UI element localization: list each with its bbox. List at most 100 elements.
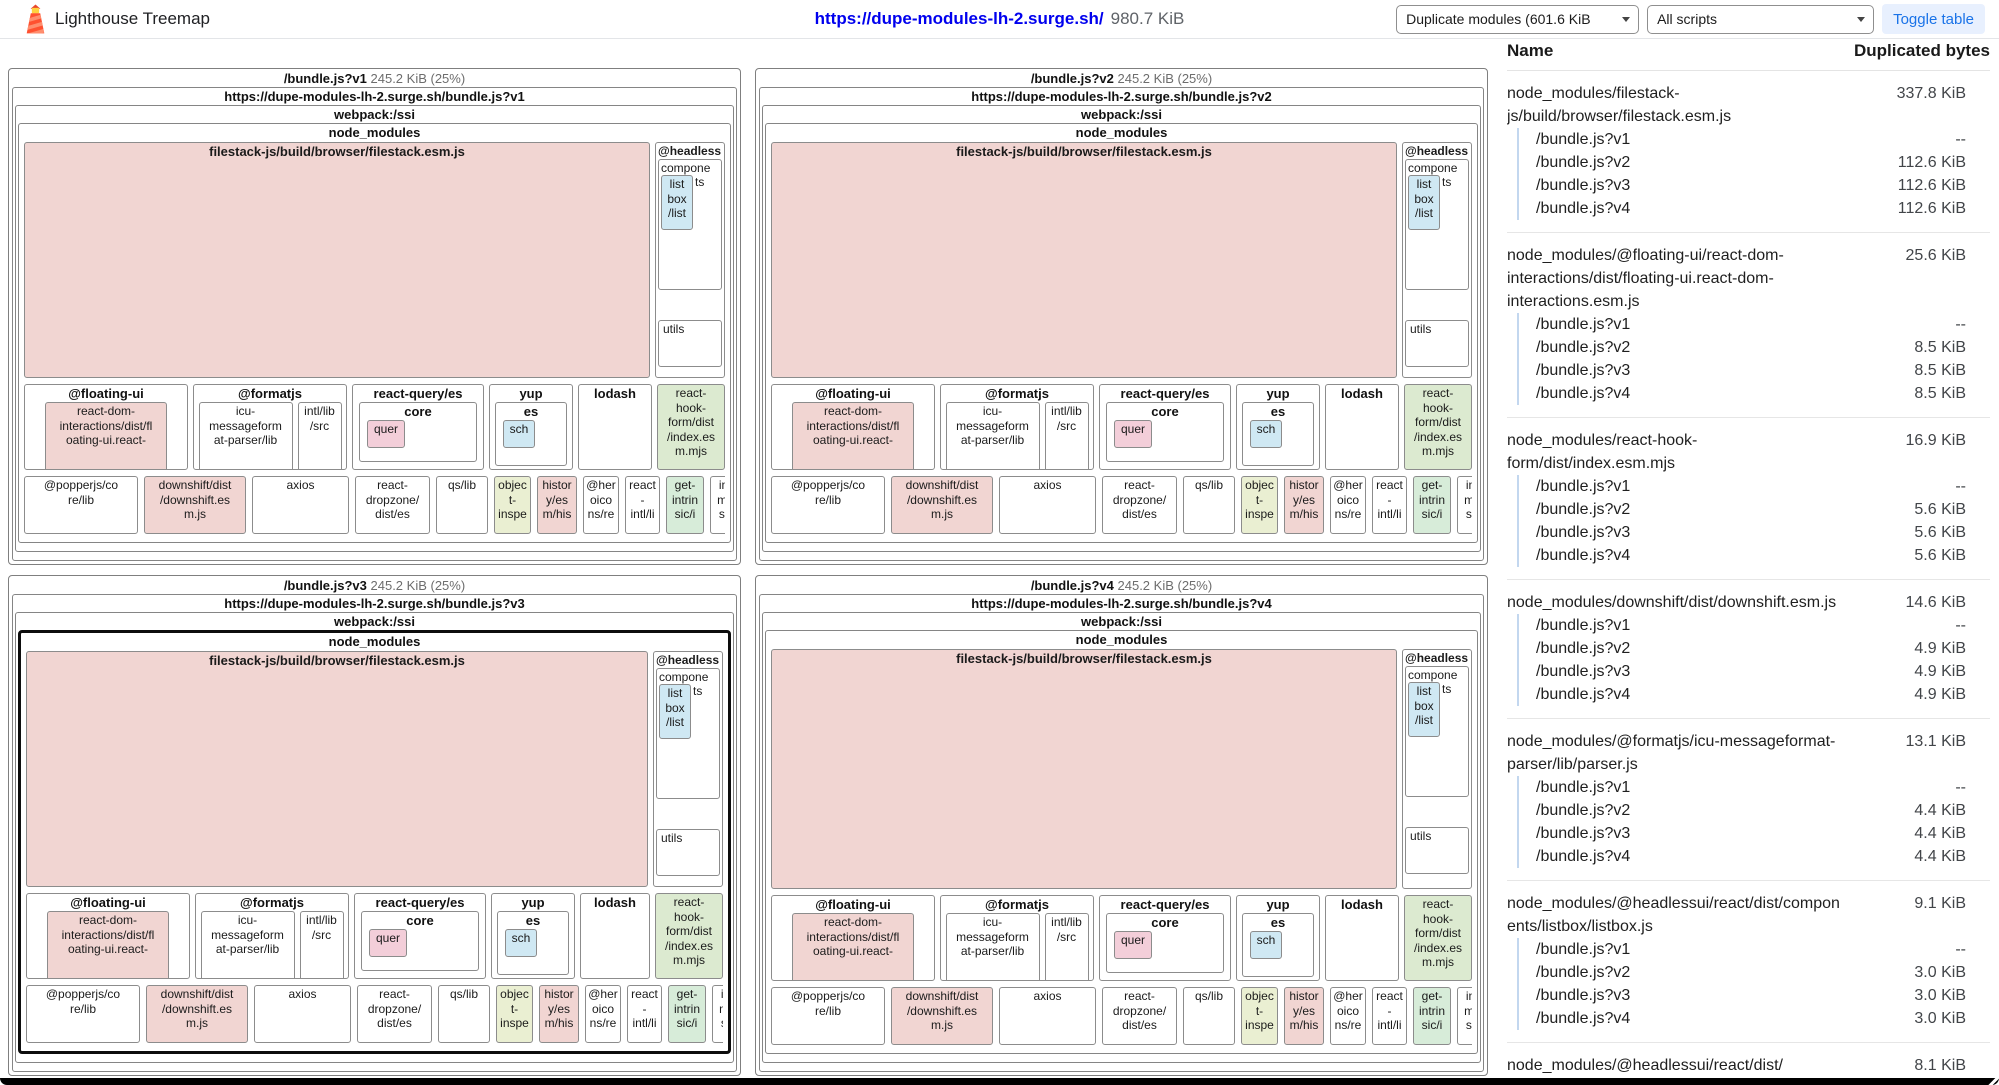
treemap-module-qs[interactable]: qs/lib	[1183, 987, 1235, 1045]
treemap-node-utils[interactable]: utils	[1405, 320, 1469, 367]
treemap-module-qs[interactable]: qs/lib	[436, 476, 488, 534]
treemap-module-axios[interactable]: axios	[254, 985, 351, 1043]
treemap-module-react-dropzone[interactable]: react- dropzone/ dist/es	[355, 476, 430, 534]
treemap-node-yup-es[interactable]: es sch	[495, 402, 567, 466]
treemap-module-react-hook-form[interactable]: react- hook- form/dist /index.es m.mjs	[1404, 895, 1472, 981]
treemap-node-url[interactable]: https://dupe-modules-lh-2.surge.sh/bundl…	[12, 594, 737, 1072]
treemap-module-listbox[interactable]: list box /list	[1408, 682, 1440, 737]
treemap-module-get-intrinsic[interactable]: get- intrin sic/i	[1413, 476, 1451, 534]
script-filter-select[interactable]: All scripts	[1647, 4, 1875, 34]
treemap-module-headlessui[interactable]: @headless compone list box /list ts utils	[655, 142, 725, 378]
view-mode-select[interactable]: Duplicate modules (601.6 KiB	[1396, 4, 1640, 34]
treemap-module-quer[interactable]: quer	[367, 420, 405, 448]
treemap-module-formatjs-intl[interactable]: intl/lib /src	[1044, 402, 1089, 469]
treemap-module-sch[interactable]: sch	[505, 929, 537, 957]
treemap-module-get-intrinsic[interactable]: get- intrin sic/i	[1413, 987, 1451, 1045]
treemap-module-lodash[interactable]: lodash	[580, 893, 650, 979]
treemap-module-intl-messageformat[interactable]: intl- mes sag	[1457, 476, 1472, 534]
treemap-module-axios[interactable]: axios	[999, 987, 1096, 1045]
treemap-module-history[interactable]: histor y/es m/his	[537, 476, 577, 534]
treemap-module-listbox[interactable]: list box /list	[1408, 175, 1440, 230]
treemap-module-filestack[interactable]: filestack-js/build/browser/filestack.esm…	[771, 649, 1397, 889]
treemap-module-quer[interactable]: quer	[1114, 420, 1152, 448]
treemap-module-heroicons[interactable]: @her oico ns/re	[1330, 987, 1366, 1045]
treemap-module-react-query[interactable]: react-query/es core quer	[352, 384, 484, 470]
treemap-module-object-inspect[interactable]: objec t- inspe	[1241, 987, 1278, 1045]
treemap-module-get-intrinsic[interactable]: get- intrin sic/i	[668, 985, 706, 1043]
treemap-module-react-intl[interactable]: react - intl/li	[1372, 987, 1407, 1045]
treemap-module-react-hook-form[interactable]: react- hook- form/dist /index.es m.mjs	[657, 384, 725, 470]
treemap-module-listbox[interactable]: list box /list	[659, 684, 691, 739]
treemap-node-components[interactable]: compone list box /list ts	[1405, 159, 1469, 290]
treemap-module-formatjs-intl[interactable]: intl/lib /src	[297, 402, 342, 469]
treemap-node-webpack[interactable]: webpack:/ssi node_modules filestack-js/bui…	[15, 105, 734, 552]
treemap-node-utils[interactable]: utils	[656, 829, 720, 876]
treemap-module-heroicons[interactable]: @her oico ns/re	[1330, 476, 1366, 534]
treemap-module-intl-messageformat[interactable]: intl- mes sag	[1457, 987, 1472, 1045]
treemap-node-query-core[interactable]: core quer	[1106, 913, 1224, 973]
treemap-node-url[interactable]: https://dupe-modules-lh-2.surge.sh/bundl…	[12, 87, 737, 561]
treemap-module-get-intrinsic[interactable]: get- intrin sic/i	[666, 476, 704, 534]
treemap-module-yup[interactable]: yup es sch	[1236, 384, 1320, 470]
treemap-node-query-core[interactable]: core quer	[361, 911, 479, 971]
treemap-node-node-modules[interactable]: node_modules filestack-js/build/browser/f…	[765, 123, 1478, 543]
treemap-module-qs[interactable]: qs/lib	[438, 985, 490, 1043]
treemap-module-listbox[interactable]: list box /list	[661, 175, 693, 230]
treemap-module-formatjs[interactable]: @formatjs icu- messageform at-parser/lib i…	[940, 895, 1094, 981]
treemap-module-popperjs[interactable]: @popperjs/co re/lib	[24, 476, 138, 534]
treemap-module-object-inspect[interactable]: objec t- inspe	[494, 476, 531, 534]
treemap-module-react-intl[interactable]: react - intl/li	[627, 985, 662, 1043]
treemap-module-quer[interactable]: quer	[369, 929, 407, 957]
treemap-module-yup[interactable]: yup es sch	[491, 893, 575, 979]
treemap-module-react-dom-interactions[interactable]: react-dom- interactions/dist/fl oating-u…	[792, 402, 914, 469]
treemap-module-lodash[interactable]: lodash	[1325, 895, 1399, 981]
treemap-module-filestack[interactable]: filestack-js/build/browser/filestack.esm…	[26, 651, 648, 887]
treemap-module-icu-messageformat-parser[interactable]: icu- messageform at-parser/lib	[200, 911, 295, 978]
treemap-module-react-dom-interactions[interactable]: react-dom- interactions/dist/fl oating-u…	[47, 911, 169, 978]
treemap-module-floating-ui[interactable]: @floating-ui react-dom- interactions/dist…	[771, 895, 935, 981]
treemap-module-formatjs[interactable]: @formatjs icu- messageform at-parser/lib i…	[193, 384, 347, 470]
treemap-module-filestack[interactable]: filestack-js/build/browser/filestack.esm…	[771, 142, 1397, 378]
treemap-module-formatjs[interactable]: @formatjs icu- messageform at-parser/lib i…	[195, 893, 349, 979]
treemap-module-downshift[interactable]: downshift/dist /downshift.es m.js	[891, 987, 993, 1045]
treemap-module-history[interactable]: histor y/es m/his	[1284, 987, 1324, 1045]
treemap-module-filestack[interactable]: filestack-js/build/browser/filestack.esm…	[24, 142, 650, 378]
treemap-module-icu-messageformat-parser[interactable]: icu- messageform at-parser/lib	[945, 402, 1040, 469]
treemap-module-history[interactable]: histor y/es m/his	[539, 985, 579, 1043]
treemap-bundle-v3[interactable]: /bundle.js?v3 245.2 KiB (25%) https://dup…	[8, 575, 741, 1076]
treemap-node-query-core[interactable]: core quer	[1106, 402, 1224, 462]
treemap-node-webpack[interactable]: webpack:/ssi node_modules filestack-js/bui…	[762, 612, 1481, 1063]
treemap-module-headlessui[interactable]: @headless compone list box /list ts utils	[1402, 142, 1472, 378]
treemap-module-sch[interactable]: sch	[503, 420, 535, 448]
treemap-module-popperjs[interactable]: @popperjs/co re/lib	[26, 985, 140, 1043]
treemap-module-react-query[interactable]: react-query/es core quer	[1099, 384, 1231, 470]
treemap-node-query-core[interactable]: core quer	[359, 402, 477, 462]
treemap-module-icu-messageformat-parser[interactable]: icu- messageform at-parser/lib	[945, 913, 1040, 980]
treemap-module-popperjs[interactable]: @popperjs/co re/lib	[771, 476, 885, 534]
treemap-module-floating-ui[interactable]: @floating-ui react-dom- interactions/dist…	[26, 893, 190, 979]
treemap-module-icu-messageformat-parser[interactable]: icu- messageform at-parser/lib	[198, 402, 293, 469]
treemap-bundle-v4[interactable]: /bundle.js?v4 245.2 KiB (25%) https://dup…	[755, 575, 1488, 1076]
treemap-module-downshift[interactable]: downshift/dist /downshift.es m.js	[146, 985, 248, 1043]
treemap-module-history[interactable]: histor y/es m/his	[1284, 476, 1324, 534]
treemap-module-downshift[interactable]: downshift/dist /downshift.es m.js	[891, 476, 993, 534]
treemap-node-utils[interactable]: utils	[658, 320, 722, 367]
treemap-module-react-dropzone[interactable]: react- dropzone/ dist/es	[1102, 987, 1177, 1045]
treemap-module-react-dropzone[interactable]: react- dropzone/ dist/es	[357, 985, 432, 1043]
treemap-module-formatjs[interactable]: @formatjs icu- messageform at-parser/lib i…	[940, 384, 1094, 470]
treemap-module-react-intl[interactable]: react - intl/li	[1372, 476, 1407, 534]
treemap-node-components[interactable]: compone list box /list ts	[658, 159, 722, 290]
treemap-module-sch[interactable]: sch	[1250, 420, 1282, 448]
treemap-module-intl-messageformat[interactable]: intl- mes sag	[710, 476, 725, 534]
treemap-node-url[interactable]: https://dupe-modules-lh-2.surge.sh/bundl…	[759, 594, 1484, 1072]
treemap-module-axios[interactable]: axios	[999, 476, 1096, 534]
treemap-node-webpack[interactable]: webpack:/ssi node_modules filestack-js/bui…	[762, 105, 1481, 552]
treemap-node-yup-es[interactable]: es sch	[1242, 913, 1314, 977]
treemap-module-react-dropzone[interactable]: react- dropzone/ dist/es	[1102, 476, 1177, 534]
treemap-module-react-query[interactable]: react-query/es core quer	[1099, 895, 1231, 981]
treemap-bundle-v1[interactable]: /bundle.js?v1 245.2 KiB (25%) https://dup…	[8, 68, 741, 565]
treemap-bundle-v2[interactable]: /bundle.js?v2 245.2 KiB (25%) https://dup…	[755, 68, 1488, 565]
treemap-module-headlessui[interactable]: @headless compone list box /list ts utils	[653, 651, 723, 887]
treemap-module-intl-messageformat[interactable]: intl- mes sag	[712, 985, 723, 1043]
treemap-module-react-hook-form[interactable]: react- hook- form/dist /index.es m.mjs	[655, 893, 723, 979]
